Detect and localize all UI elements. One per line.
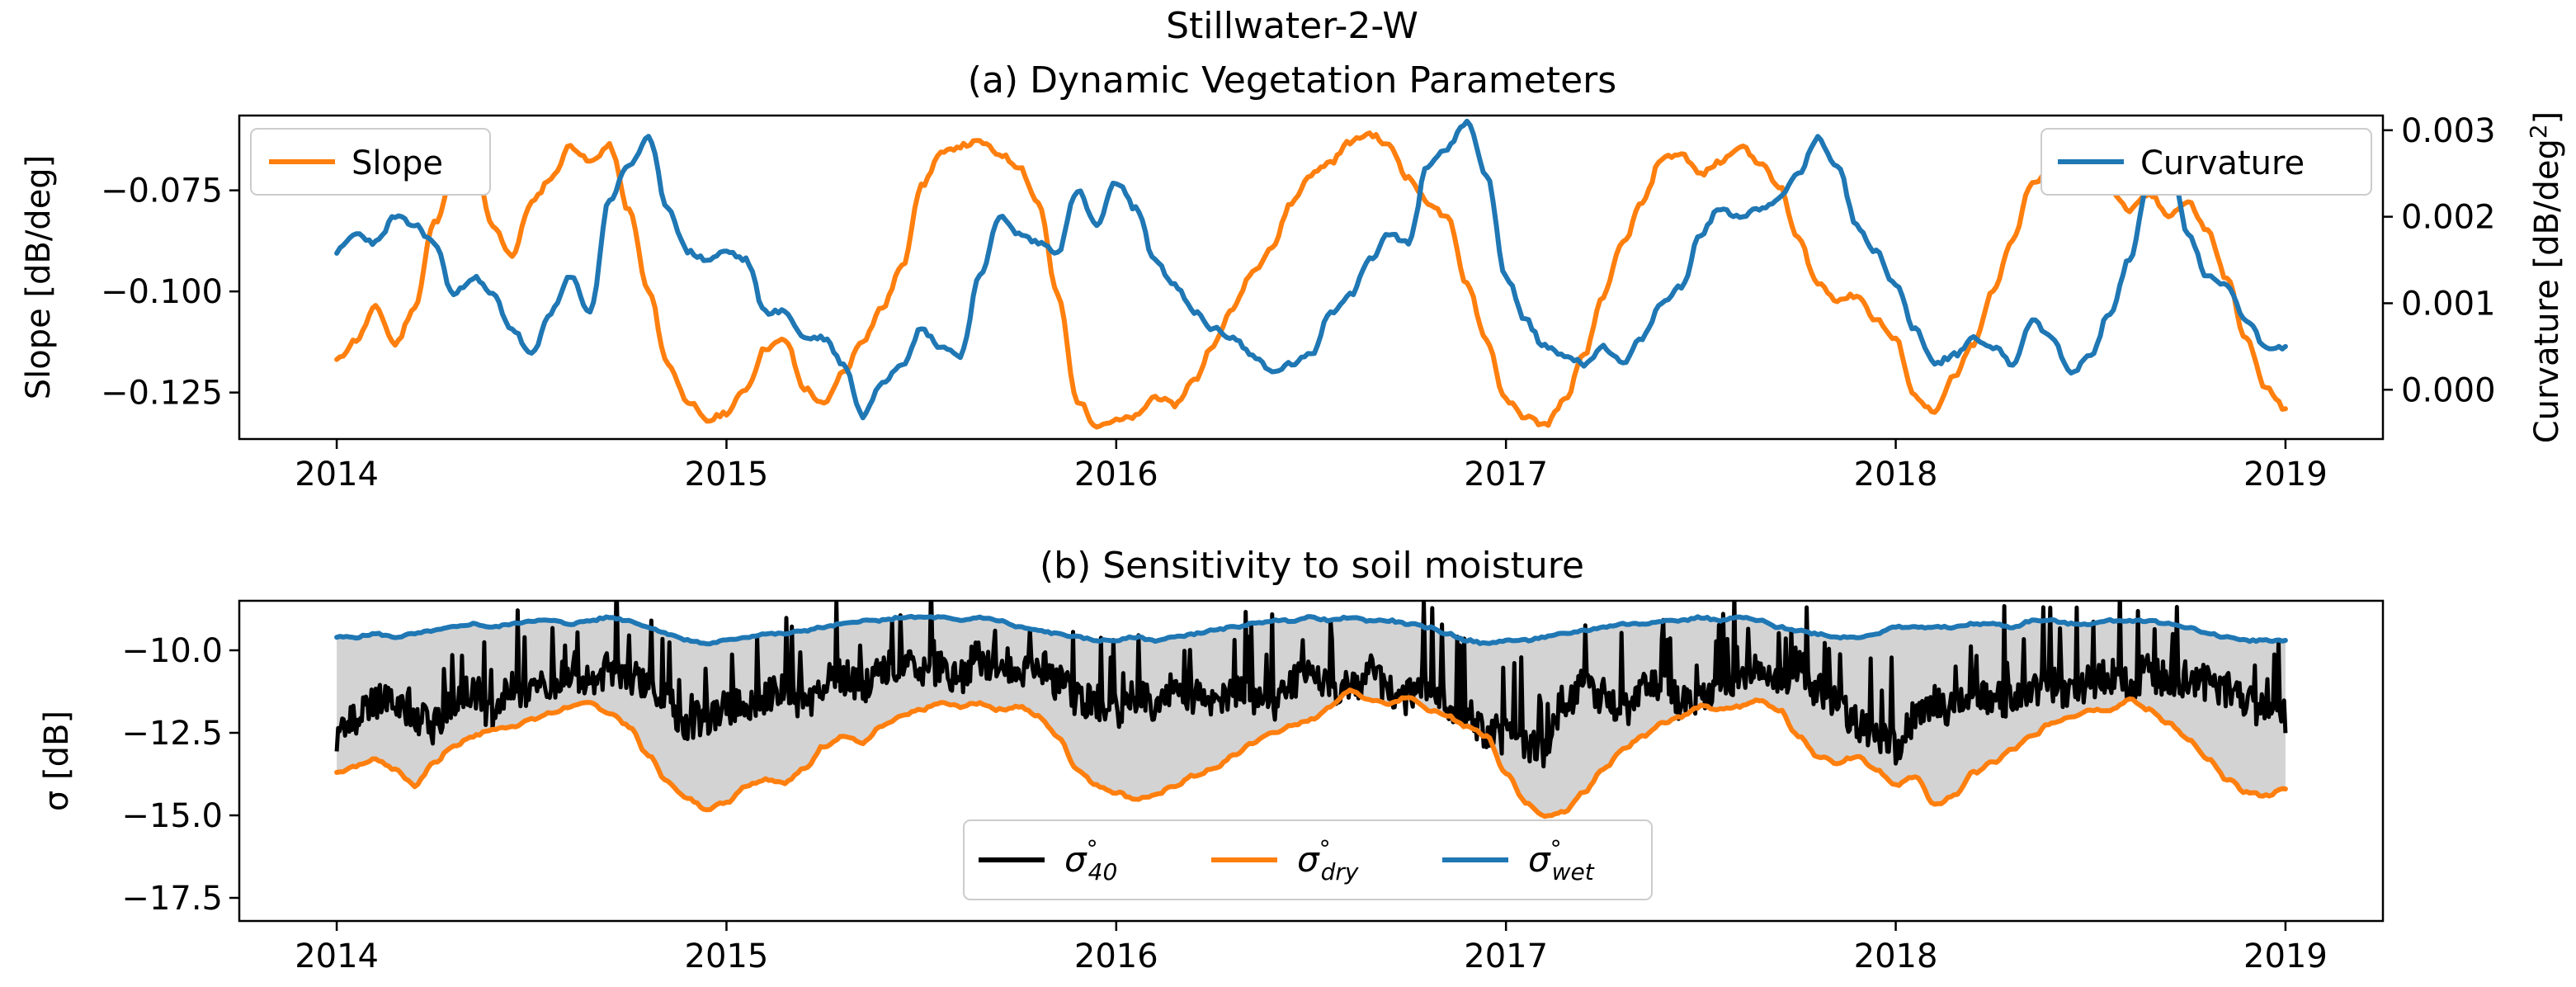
legend-curvature-box [2041, 128, 2372, 196]
panel-a-y-tick-label: −0.100 [101, 273, 223, 311]
panel-a-y2-tick-label: 0.002 [2401, 199, 2496, 237]
sigma-dry-symbol: σ [1297, 839, 1320, 880]
panel-b-y-tick-label: −15.0 [121, 797, 223, 835]
sigma-dry-line [334, 687, 2288, 819]
legend-slope-box [250, 128, 491, 196]
panel-a-y-ticks: −0.125 −0.100 −0.075 [101, 172, 239, 413]
panel-a-y-tick-label: −0.075 [101, 172, 223, 210]
panel-b-x-tick-label: 2019 [2243, 937, 2328, 975]
sigma-wet-symbol: σ [1528, 839, 1551, 880]
legend-sigma-wet-label: σ° wet [1528, 835, 1595, 885]
panel-b-title: (b) Sensitivity to soil moisture [1040, 545, 1584, 587]
panel-b-frame [238, 599, 2385, 923]
panel-a-x-ticks: 2014 2015 2016 2017 2018 2019 [295, 439, 2328, 493]
panel-b-x-ticks: 2014 2015 2016 2017 2018 2019 [295, 921, 2328, 975]
sigma-wet-line [334, 613, 2288, 647]
sigma-wet-sup: ° [1550, 835, 1562, 862]
panel-b-y-label: σ [dB] [38, 711, 76, 811]
legend-sigma-wet: σ° wet [1442, 835, 1595, 885]
legend-sigma-40: σ° 40 [979, 835, 1117, 885]
panel-b-x-tick-label: 2017 [1464, 937, 1548, 975]
legend-sigma-box [963, 819, 1653, 900]
panel-a-x-tick-label: 2015 [685, 456, 769, 493]
panel-b-x-tick-label: 2014 [295, 937, 379, 975]
figure-title: Stillwater-2-W [1166, 5, 1418, 47]
panel-a-y2-label: Curvature [dB/deg2] [2525, 111, 2566, 444]
sigma-40-line [334, 601, 2288, 769]
sigma-40-sub: 40 [1088, 858, 1118, 885]
panel-a-x-tick-label: 2019 [2243, 456, 2328, 493]
curvature-line [334, 118, 2288, 421]
panel-a: (a) Dynamic Vegetation Parameters 2014 20… [20, 59, 2566, 493]
panel-a-y2-tick-label: 0.000 [2401, 371, 2496, 409]
legend-curvature-label: Curvature [2140, 144, 2305, 182]
legend-sigma: σ° 40 σ° dry σ° wet [963, 819, 1653, 900]
y2-label-end: ] [2528, 111, 2566, 125]
slope-line [334, 130, 2288, 430]
panel-a-x-tick-label: 2018 [1854, 456, 1938, 493]
legend-sigma-dry: σ° dry [1211, 835, 1359, 885]
sigma-dry-sub: dry [1321, 858, 1359, 885]
sigma-40-sup: ° [1087, 835, 1098, 862]
panel-a-x-tick-label: 2017 [1464, 456, 1548, 493]
legend-sigma-40-label: σ° 40 [1064, 835, 1117, 885]
sigma-40-symbol: σ [1064, 839, 1087, 880]
panel-a-x-tick-label: 2016 [1074, 456, 1158, 493]
legend-slope-label: Slope [351, 144, 443, 182]
panel-a-title: (a) Dynamic Vegetation Parameters [968, 59, 1616, 102]
panel-a-x-tick-label: 2014 [295, 456, 379, 493]
panel-a-y-tick-label: −0.125 [101, 375, 223, 413]
sigma-dry-sup: ° [1319, 835, 1331, 862]
panel-a-y2-tick-label: 0.001 [2401, 285, 2496, 323]
panel-b-y-tick-label: −12.5 [121, 715, 223, 753]
panel-a-y2-ticks: 0.000 0.001 0.002 0.003 [2383, 112, 2496, 409]
panel-b-y-ticks: −17.5 −15.0 −12.5 −10.0 [121, 632, 239, 918]
y2-label-sup: 2 [2525, 124, 2552, 139]
panel-a-y2-tick-label: 0.003 [2401, 112, 2496, 150]
sigma-wet-sub: wet [1552, 858, 1595, 885]
panel-b-x-tick-label: 2016 [1074, 937, 1158, 975]
legend-sigma-dry-label: σ° dry [1297, 835, 1359, 885]
panel-b: (b) Sensitivity to soil moisture 2014 201… [38, 545, 2385, 975]
panel-a-frame [238, 114, 2385, 441]
panel-b-x-tick-label: 2015 [685, 937, 769, 975]
legend-slope: Slope [250, 128, 491, 196]
y2-label-main: Curvature [dB/deg [2528, 139, 2566, 443]
panel-b-y-tick-label: −10.0 [121, 632, 223, 670]
panel-b-y-tick-label: −17.5 [121, 880, 223, 918]
panel-b-x-tick-label: 2018 [1854, 937, 1938, 975]
panel-a-y-label: Slope [dB/deg] [20, 155, 58, 400]
legend-curvature: Curvature [2041, 128, 2372, 196]
